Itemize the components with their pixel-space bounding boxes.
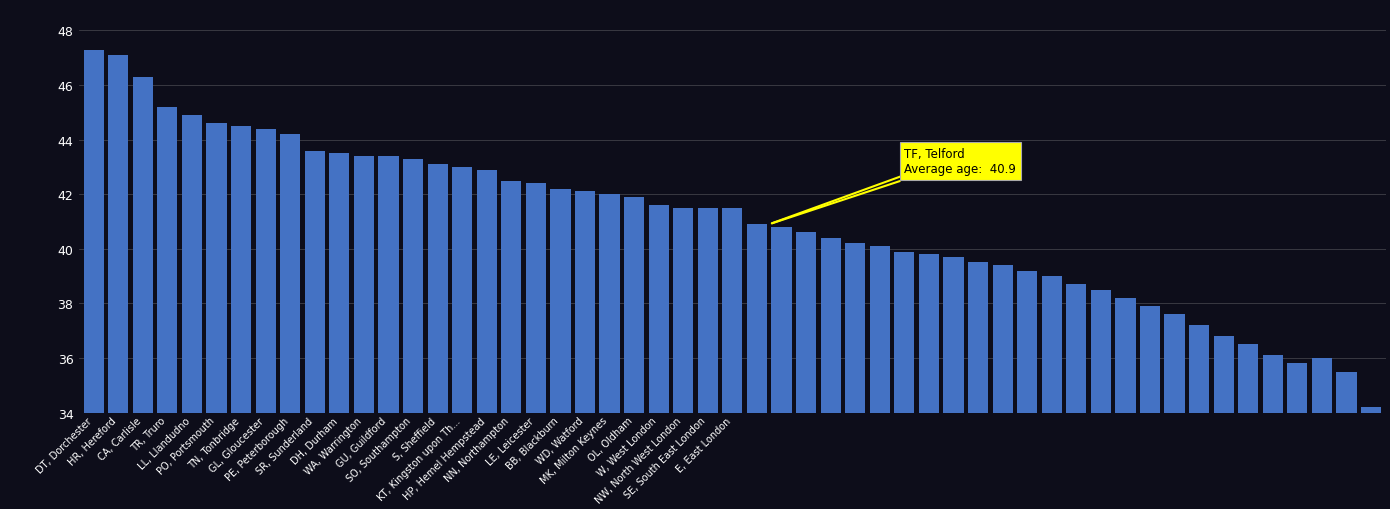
Bar [820,238,841,413]
Bar [1312,358,1332,413]
Bar [525,184,546,413]
Bar [575,192,595,413]
Bar [1066,285,1087,413]
Bar [1041,276,1062,413]
Bar [157,108,178,413]
Bar [624,197,644,413]
Bar [1238,345,1258,413]
Bar [649,206,669,413]
Bar [1140,306,1161,413]
Bar [746,225,767,413]
Bar [231,127,252,413]
Bar [723,208,742,413]
Bar [281,135,300,413]
Bar [428,165,448,413]
Bar [550,189,570,413]
Bar [477,171,496,413]
Bar [967,263,988,413]
Bar [133,78,153,413]
Text: TF, Telford
Average age:  40.9: TF, Telford Average age: 40.9 [771,148,1016,224]
Bar [673,208,694,413]
Bar [1188,326,1209,413]
Bar [354,157,374,413]
Bar [1091,290,1111,413]
Bar [992,266,1013,413]
Bar [894,252,915,413]
Bar [1213,336,1234,413]
Bar [698,208,717,413]
Bar [845,244,866,413]
Bar [452,167,473,413]
Bar [108,56,128,413]
Bar [771,228,791,413]
Bar [83,50,104,413]
Bar [304,151,325,413]
Bar [1361,407,1382,413]
Bar [1336,372,1357,413]
Bar [796,233,816,413]
Bar [919,254,940,413]
Bar [599,195,620,413]
Bar [182,116,202,413]
Bar [378,157,399,413]
Bar [870,246,890,413]
Bar [1115,298,1136,413]
Bar [1287,364,1308,413]
Bar [207,124,227,413]
Bar [329,154,349,413]
Bar [403,159,423,413]
Bar [1017,271,1037,413]
Bar [1165,315,1184,413]
Bar [256,129,275,413]
Bar [502,181,521,413]
Bar [944,258,963,413]
Bar [1262,355,1283,413]
